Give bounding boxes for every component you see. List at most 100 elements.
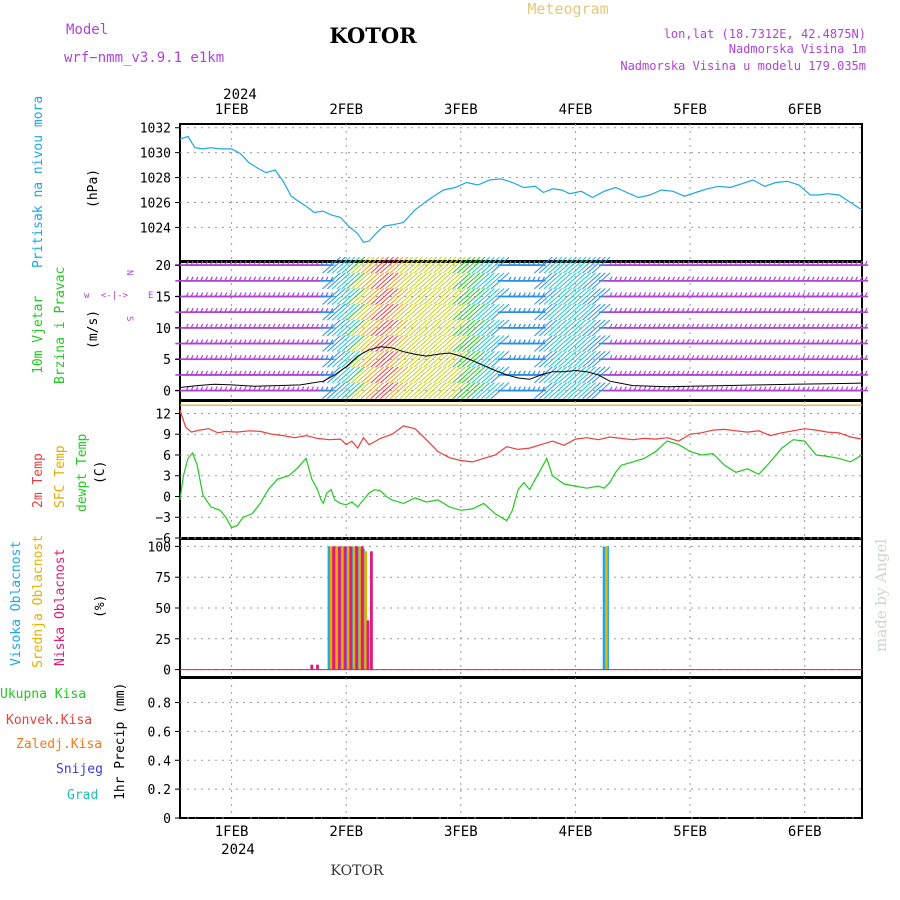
wind-barb bbox=[336, 272, 356, 290]
wind-barb bbox=[379, 288, 399, 305]
wind-barb bbox=[418, 350, 438, 368]
wind-barb bbox=[408, 272, 428, 290]
wind-barb bbox=[384, 256, 404, 274]
mid-cloud-label: Srednja Oblacnost bbox=[31, 535, 46, 668]
wind-barb bbox=[379, 272, 399, 290]
wind-barb bbox=[577, 303, 597, 321]
wind-barb bbox=[466, 319, 486, 337]
wind-barb bbox=[466, 303, 486, 321]
wind-barb bbox=[346, 382, 365, 399]
wind-barb bbox=[413, 382, 433, 399]
wind-barb-flag bbox=[864, 276, 868, 282]
wind-barb-flag bbox=[330, 370, 334, 376]
wind-barb bbox=[466, 382, 486, 399]
wind-barb bbox=[442, 382, 462, 399]
wind-barb bbox=[534, 366, 553, 384]
wind-barb bbox=[461, 335, 481, 352]
wind-barb bbox=[389, 303, 409, 321]
precip-ytick-label: 0.8 bbox=[148, 697, 171, 712]
wind-barb bbox=[351, 256, 370, 274]
wind-barb bbox=[404, 272, 423, 290]
wind-barbs bbox=[175, 256, 869, 399]
wind-barb bbox=[370, 288, 390, 305]
wind-barb bbox=[428, 335, 447, 352]
wind-barb bbox=[336, 288, 356, 305]
wind-barb bbox=[534, 288, 553, 305]
wind-barb bbox=[538, 256, 558, 274]
wind-barb bbox=[346, 272, 365, 290]
legend-conv-rain: Konvek.Kisa bbox=[6, 713, 92, 728]
wind-barb bbox=[384, 272, 404, 290]
temperature-ytick-label: 3 bbox=[163, 470, 171, 485]
low-cloud-bar bbox=[316, 664, 319, 670]
wind-barb bbox=[586, 382, 606, 399]
wind-barb bbox=[355, 319, 375, 337]
low-cloud-bar bbox=[349, 546, 353, 670]
bottom-date-label: 6FEB bbox=[788, 824, 822, 840]
clouds-ytick-label: 75 bbox=[155, 571, 171, 586]
wind-barb bbox=[582, 366, 601, 384]
wind-barb bbox=[476, 350, 495, 368]
wind-ytick-label: 5 bbox=[163, 353, 171, 368]
clouds-panel-frame bbox=[179, 538, 863, 678]
wind-barb bbox=[370, 256, 390, 274]
year-bottom: 2024 bbox=[221, 842, 255, 858]
wind-barb bbox=[553, 382, 572, 399]
wind-barb bbox=[389, 319, 409, 337]
wind-unit: (m/s) bbox=[86, 310, 101, 349]
wind-barb-flag bbox=[542, 386, 546, 391]
top-date-label: 4FEB bbox=[559, 102, 593, 118]
wind-barb bbox=[346, 303, 365, 321]
wind-barb bbox=[437, 366, 457, 384]
wind-barb bbox=[538, 350, 558, 368]
wind-barb bbox=[389, 288, 409, 305]
pressure-ytick-label: 1028 bbox=[140, 172, 171, 187]
wind-barb-flag bbox=[330, 354, 334, 360]
wind-barb bbox=[553, 366, 572, 384]
wind-barb bbox=[355, 382, 375, 399]
wind-barb bbox=[413, 350, 433, 368]
wind-barb bbox=[341, 350, 361, 368]
wind-barb bbox=[558, 350, 577, 368]
wind-barb bbox=[538, 382, 558, 399]
wind-barb bbox=[553, 288, 572, 305]
chart-marks bbox=[175, 135, 869, 819]
wind-barb bbox=[471, 366, 491, 384]
wind-barb bbox=[413, 272, 433, 290]
wind-barb bbox=[476, 366, 495, 384]
wind-barb bbox=[586, 288, 606, 305]
wind-barb bbox=[586, 366, 606, 384]
wind-barb bbox=[582, 256, 601, 274]
wind-barb bbox=[437, 335, 457, 352]
wind-barb bbox=[456, 350, 476, 368]
wind-barb bbox=[452, 382, 471, 399]
temperature-ytick-label: −3 bbox=[155, 511, 171, 526]
elevation: Nadmorska Visina 1m bbox=[729, 42, 866, 56]
wind-barb bbox=[404, 303, 423, 321]
wind-barb bbox=[351, 382, 370, 399]
wind-barb bbox=[586, 272, 606, 290]
wind-barb bbox=[577, 319, 597, 337]
wind-barb bbox=[399, 382, 418, 399]
wind-barb bbox=[355, 303, 375, 321]
wind-barb bbox=[336, 335, 356, 352]
wind-barb bbox=[461, 272, 481, 290]
wind-barb bbox=[582, 303, 601, 321]
wind-barb bbox=[447, 382, 467, 399]
wind-barb bbox=[375, 350, 394, 368]
wind-barb bbox=[481, 366, 500, 384]
wind-barb bbox=[408, 288, 428, 305]
precip-ytick-label: 0.4 bbox=[148, 754, 172, 769]
wind-barb bbox=[567, 382, 587, 399]
mid-cloud-bar bbox=[358, 546, 362, 670]
wind-barb bbox=[404, 382, 423, 399]
wind-barb bbox=[360, 382, 380, 399]
wind-barb bbox=[418, 303, 438, 321]
wind-barb bbox=[384, 335, 404, 352]
wind-barb bbox=[442, 272, 462, 290]
wind-barb bbox=[447, 335, 467, 352]
wind-barb bbox=[456, 366, 476, 384]
wind-barb bbox=[375, 319, 394, 337]
mid-cloud-bar bbox=[604, 546, 608, 670]
wind-barb bbox=[384, 319, 404, 337]
